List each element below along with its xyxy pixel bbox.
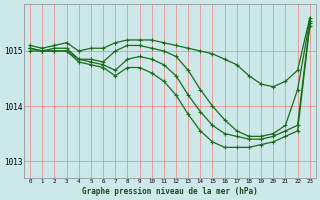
X-axis label: Graphe pression niveau de la mer (hPa): Graphe pression niveau de la mer (hPa) (82, 187, 258, 196)
